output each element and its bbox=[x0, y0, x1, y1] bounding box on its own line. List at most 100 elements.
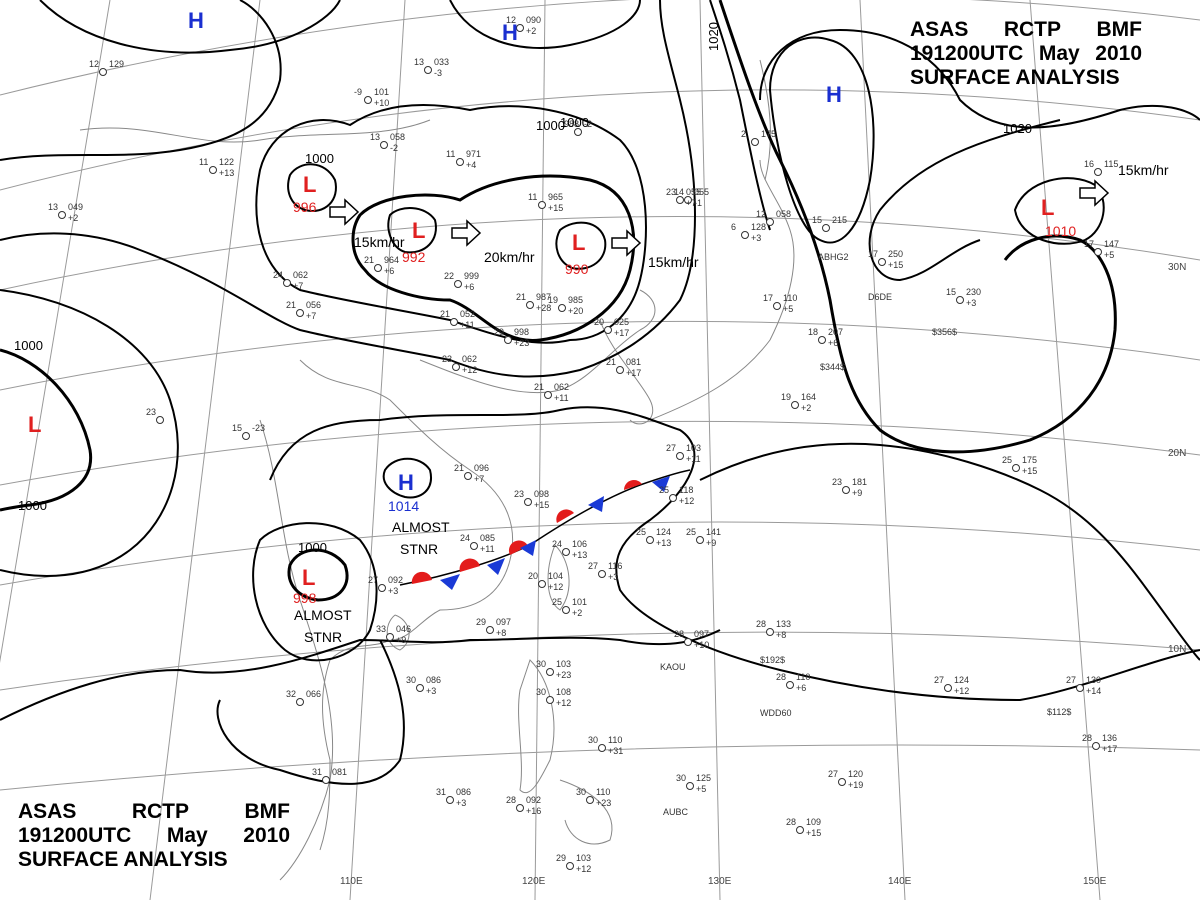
motion-label: 15km/hr bbox=[354, 234, 405, 250]
station-temp: 20 bbox=[528, 571, 538, 581]
coast-japan bbox=[649, 159, 795, 421]
station-temp: 14 bbox=[674, 187, 684, 197]
station-marker bbox=[524, 498, 532, 506]
motion-arrow bbox=[329, 198, 360, 226]
station-temp: 6 bbox=[731, 222, 736, 232]
station-temp: 21 bbox=[454, 463, 464, 473]
station-pressure: 129 bbox=[109, 59, 124, 69]
station-tendency: +3 bbox=[456, 798, 466, 808]
lon-line-130e bbox=[699, 0, 721, 900]
station-temp: 23 bbox=[146, 407, 156, 417]
annotation-line: ALMOST bbox=[294, 607, 352, 623]
station-pressure: 130 bbox=[1086, 675, 1101, 685]
station-pressure: 965 bbox=[548, 192, 563, 202]
station-tendency: +17 bbox=[1102, 744, 1117, 754]
station-tendency: +7 bbox=[474, 474, 484, 484]
station-tendency: +5 bbox=[783, 304, 793, 314]
station-temp: 988 bbox=[564, 119, 579, 129]
station-pressure: 103 bbox=[576, 853, 591, 863]
station-temp: 12 bbox=[756, 209, 766, 219]
station-pressure: 081 bbox=[626, 357, 641, 367]
station-marker bbox=[741, 231, 749, 239]
station-temp: 23 bbox=[832, 477, 842, 487]
lat-label: 10N bbox=[1168, 644, 1186, 655]
station-tendency: +13 bbox=[656, 538, 671, 548]
lat-label: 30N bbox=[1168, 262, 1186, 273]
station-marker bbox=[526, 301, 534, 309]
isobar-1020-north bbox=[709, 0, 771, 231]
station-marker bbox=[209, 166, 217, 174]
station-temp: 17 bbox=[763, 293, 773, 303]
station-marker bbox=[296, 309, 304, 317]
station-marker bbox=[696, 536, 704, 544]
station-temp: 27 bbox=[1066, 675, 1076, 685]
header-line-1: ASAS RCTP BMF bbox=[18, 800, 290, 824]
station-code: $344$ bbox=[820, 362, 845, 372]
annotation-line: STNR bbox=[304, 629, 342, 645]
station-temp: 20 bbox=[594, 317, 604, 327]
station-tendency: -1 bbox=[694, 198, 702, 208]
station-temp: 24 bbox=[273, 270, 283, 280]
isobar-sea-trough bbox=[269, 406, 1200, 702]
station-tendency: +2 bbox=[572, 608, 582, 618]
motion-arrow bbox=[1079, 179, 1110, 207]
station-tendency: +11 bbox=[460, 320, 475, 330]
station-marker bbox=[562, 606, 570, 614]
station-pressure: 110 bbox=[608, 735, 622, 745]
station-temp: 21 bbox=[364, 255, 374, 265]
station-temp: 29 bbox=[556, 853, 566, 863]
station-pressure: 062 bbox=[554, 382, 569, 392]
station-marker bbox=[242, 432, 250, 440]
station-pressure: 120 bbox=[848, 769, 863, 779]
station-tendency: +9 bbox=[852, 488, 862, 498]
station-temp: 19 bbox=[548, 295, 558, 305]
station-pressure: 062 bbox=[462, 354, 477, 364]
station-marker bbox=[766, 218, 774, 226]
station-pressure: 081 bbox=[332, 767, 347, 777]
station-marker bbox=[374, 264, 382, 272]
station-temp: 27 bbox=[666, 443, 676, 453]
header-agency: ASAS bbox=[18, 800, 77, 823]
station-marker bbox=[546, 696, 554, 704]
station-tendency: +10 bbox=[374, 98, 389, 108]
station-pressure: 136 bbox=[1102, 733, 1117, 743]
station-temp: 32 bbox=[286, 689, 296, 699]
station-pressure: 124 bbox=[954, 675, 969, 685]
isobar-low-996 bbox=[287, 163, 337, 212]
station-pressure: 141 bbox=[706, 527, 721, 537]
station-marker bbox=[786, 681, 794, 689]
station-code: D6DE bbox=[868, 292, 892, 302]
station-tendency: +5 bbox=[696, 784, 706, 794]
header-line-1: ASAS RCTP BMF bbox=[910, 18, 1142, 42]
header-title: SURFACE ANALYSIS bbox=[18, 848, 228, 871]
header-time: 191200UTC bbox=[18, 824, 132, 847]
cold-triangle bbox=[588, 496, 604, 512]
station-pressure: 207 bbox=[828, 327, 843, 337]
station-pressure: 062 bbox=[293, 270, 308, 280]
low-center-symbol: L bbox=[303, 172, 316, 197]
station-marker bbox=[544, 391, 552, 399]
station-marker bbox=[822, 224, 830, 232]
lat-line-40n bbox=[0, 0, 1200, 96]
station-pressure: 101 bbox=[374, 87, 389, 97]
station-tendency: +8 bbox=[496, 628, 506, 638]
station-marker bbox=[562, 548, 570, 556]
station-temp: 29 bbox=[494, 327, 504, 337]
station-marker bbox=[676, 196, 684, 204]
station-marker bbox=[99, 68, 107, 76]
station-temp: 11 bbox=[199, 157, 208, 167]
station-temp: 16 bbox=[1084, 159, 1094, 169]
station-marker bbox=[378, 584, 386, 592]
station-marker bbox=[58, 211, 66, 219]
station-pressure: 098 bbox=[534, 489, 549, 499]
station-temp: 2 bbox=[741, 129, 746, 139]
coast-korea bbox=[599, 319, 653, 425]
station-marker bbox=[296, 698, 304, 706]
station-tendency: +15 bbox=[806, 828, 821, 838]
station-tendency: +13 bbox=[572, 550, 587, 560]
station-marker bbox=[686, 782, 694, 790]
station-temp: 21 bbox=[534, 382, 544, 392]
station-tendency: +2 bbox=[68, 213, 78, 223]
isobar-high-1014 bbox=[382, 457, 432, 499]
